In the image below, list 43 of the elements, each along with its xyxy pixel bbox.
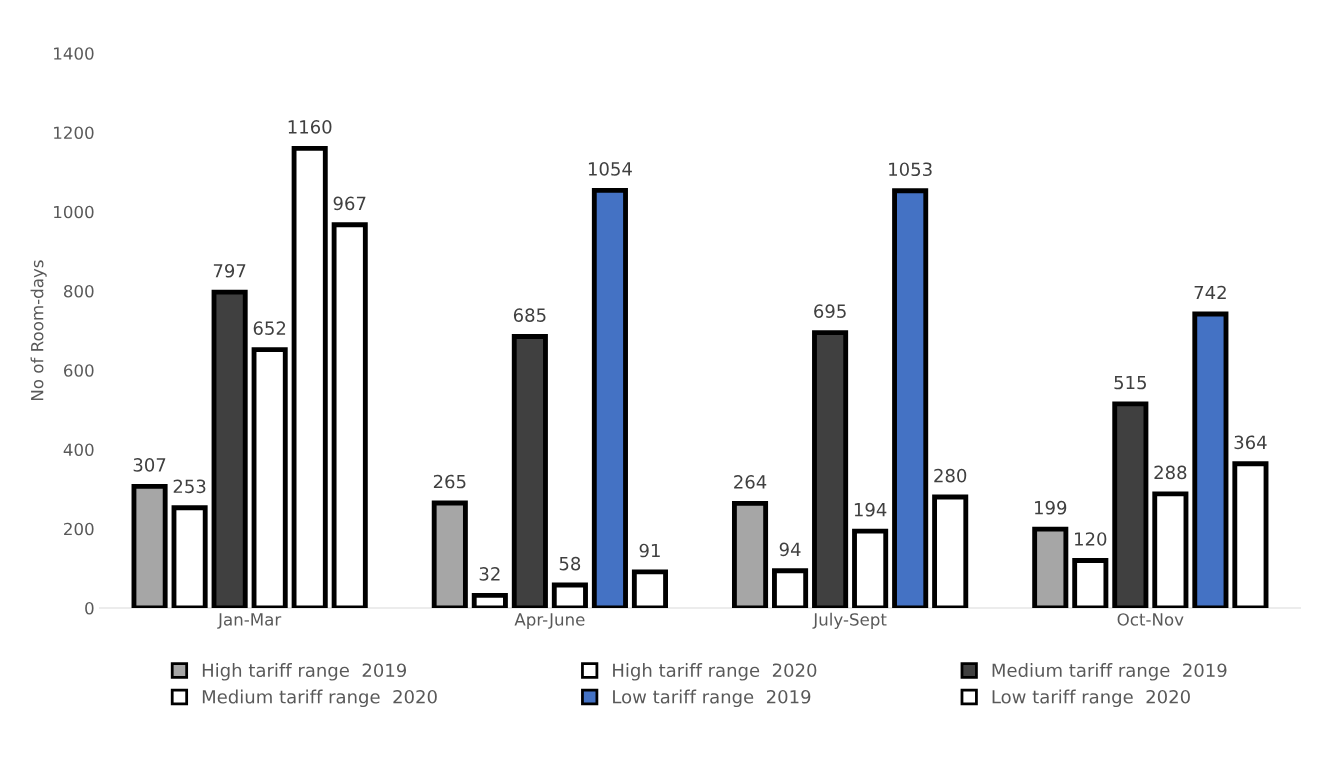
x-tick-label: Jan-Mar (217, 613, 282, 629)
data-label: 264 (734, 475, 767, 489)
y-tick-label: 1400 (54, 47, 94, 60)
legend-label: Low tariff range 2020 (992, 689, 1190, 708)
data-label: 685 (513, 308, 546, 322)
data-label: 967 (333, 196, 366, 211)
y-tick-label: 1000 (54, 205, 94, 219)
data-label: 742 (1194, 285, 1226, 300)
legend-label: Medium tariff range 2019 (992, 663, 1227, 681)
x-tick-label: July-Sept (812, 612, 887, 629)
data-label: 199 (1035, 500, 1067, 515)
data-label: 1054 (588, 162, 632, 176)
y-axis-title: No of Room-days (30, 260, 47, 401)
data-label: 797 (213, 263, 246, 278)
data-label: 515 (1114, 375, 1146, 390)
x-tick-label: Apr-June (514, 613, 585, 629)
y-tick-label: 0 (85, 601, 94, 615)
data-label: 288 (1154, 465, 1187, 480)
legend-label: High tariff range 2019 (202, 663, 407, 681)
y-tick-label: 200 (64, 522, 94, 536)
data-label: 280 (934, 468, 967, 483)
legend-label: Medium tariff range 2020 (202, 689, 437, 708)
y-tick-label: 800 (63, 284, 94, 298)
data-label: 194 (854, 502, 887, 517)
y-tick-label: 400 (63, 443, 94, 457)
data-label: 58 (559, 556, 581, 571)
y-tick-label: 600 (64, 364, 94, 377)
data-label: 265 (433, 474, 466, 489)
data-label: 652 (253, 321, 286, 336)
legend-label: High tariff range 2020 (613, 663, 817, 681)
data-label: 94 (779, 542, 801, 557)
data-label: 695 (814, 304, 846, 318)
y-tick-label: 1200 (54, 126, 94, 140)
data-label: 120 (1075, 532, 1107, 546)
data-label: 1053 (889, 162, 932, 177)
x-tick-label: Oct-Nov (1117, 613, 1184, 626)
data-label: 32 (479, 567, 500, 581)
data-label: 253 (173, 479, 206, 494)
data-label: 1160 (288, 120, 332, 134)
legend-label: Low tariff range 2019 (613, 689, 811, 708)
data-label: 364 (1234, 435, 1267, 450)
data-label: 91 (639, 543, 660, 558)
data-label: 307 (133, 458, 166, 472)
